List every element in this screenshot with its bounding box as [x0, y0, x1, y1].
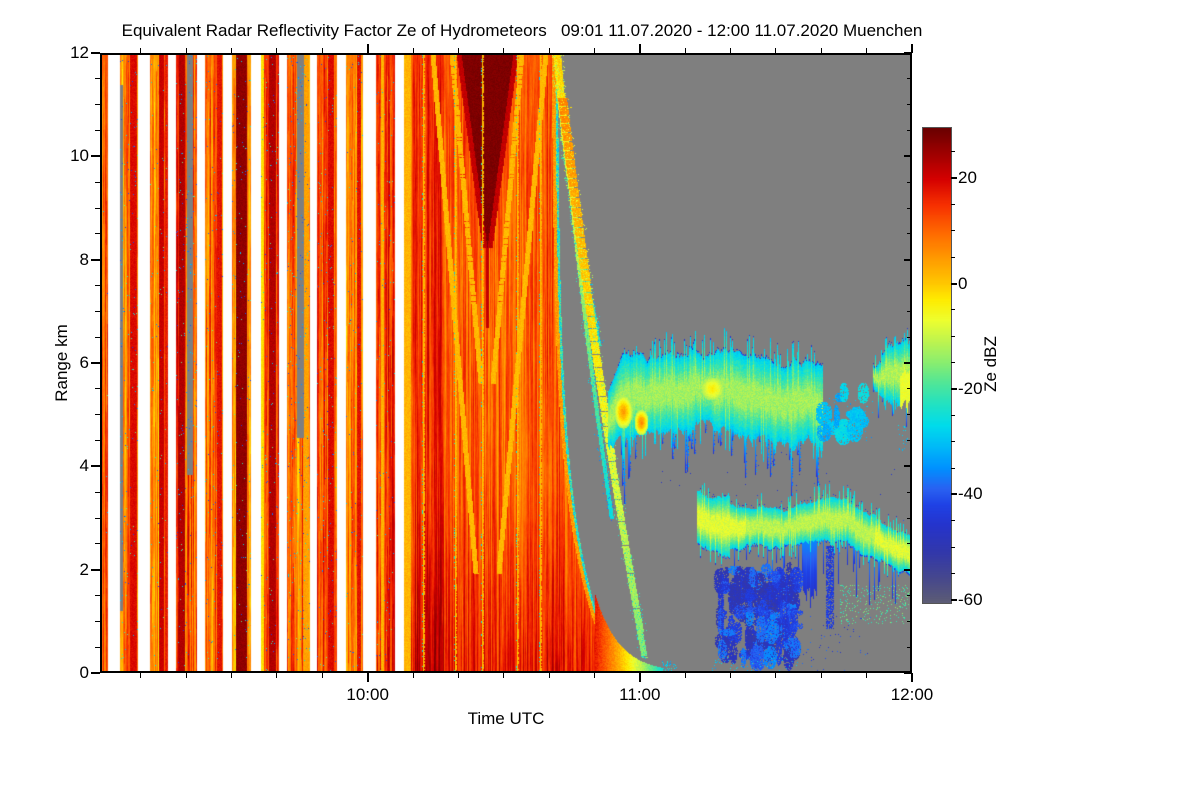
- y-axis-title: Range km: [52, 324, 71, 402]
- y-axis-tick-label: 0: [79, 663, 89, 682]
- colorbar-tick-label: -60: [958, 589, 983, 609]
- x-axis-minor-tick: [684, 673, 686, 678]
- plot-frame: [100, 53, 912, 673]
- y-axis-tick-label: 8: [79, 249, 89, 269]
- x-axis-minor-tick: [820, 673, 822, 678]
- y-axis-tick-label: 4: [79, 456, 89, 476]
- x-axis-minor-tick: [321, 673, 323, 678]
- x-axis-minor-tick: [412, 673, 414, 678]
- y-axis-major-tick: [91, 258, 100, 261]
- y-axis-major-tick: [91, 362, 100, 364]
- x-axis-major-tick-top: [366, 44, 369, 53]
- colorbar-gradient-canvas: [923, 128, 951, 603]
- x-axis-minor-tick: [457, 673, 459, 678]
- x-axis-minor-tick: [548, 673, 550, 678]
- colorbar-tick-label: 0: [958, 273, 968, 293]
- x-axis-tick-label: 12:00: [890, 685, 934, 704]
- x-axis-minor-tick: [185, 673, 187, 678]
- figure-title: Equivalent Radar Reflectivity Factor Ze …: [121, 21, 923, 40]
- colorbar-tick-label: 20: [958, 168, 977, 188]
- y-axis-tick-label: 12: [70, 43, 89, 62]
- reflectivity-heatmap-canvas: [100, 53, 912, 673]
- y-axis-major-tick: [91, 465, 100, 468]
- x-axis-tick-label: 11:00: [619, 685, 661, 704]
- y-axis-major-tick: [91, 52, 100, 54]
- x-axis-minor-tick: [276, 673, 278, 678]
- x-axis-minor-tick: [140, 673, 142, 678]
- y-axis-major-tick: [91, 672, 100, 674]
- x-axis-title: Time UTC: [467, 709, 545, 728]
- x-axis-major-tick: [911, 673, 913, 682]
- x-axis-minor-tick: [775, 673, 777, 678]
- y-axis-tick-label: 10: [70, 146, 89, 166]
- colorbar-frame: [922, 127, 952, 604]
- colorbar-tick-label: -40: [958, 484, 983, 504]
- y-axis-major-tick: [91, 155, 100, 158]
- y-axis-major-tick: [91, 568, 100, 571]
- x-axis-major-tick-top: [911, 44, 913, 53]
- x-axis-major-tick: [638, 673, 641, 682]
- x-axis-minor-tick: [866, 673, 868, 678]
- x-axis-minor-tick: [593, 673, 595, 678]
- colorbar-title: Ze dBZ: [981, 336, 1000, 392]
- x-axis-major-tick-top: [638, 44, 641, 53]
- y-axis-tick-label: 2: [79, 559, 89, 579]
- x-axis-minor-tick: [503, 673, 505, 678]
- x-axis-minor-tick: [730, 673, 732, 678]
- x-axis-tick-label: 10:00: [346, 685, 389, 704]
- x-axis-minor-tick: [231, 673, 233, 678]
- x-axis-major-tick: [366, 673, 369, 682]
